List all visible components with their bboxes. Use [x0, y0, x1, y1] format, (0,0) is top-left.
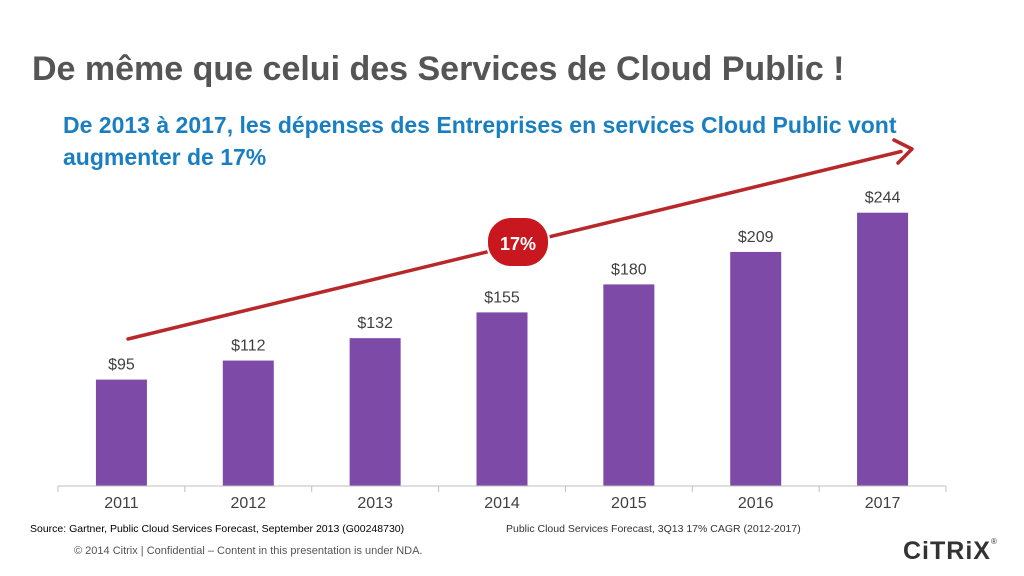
value-label-2012: $112 [231, 338, 266, 355]
registered-mark: ® [990, 537, 998, 546]
tick-label-2016: 2016 [738, 495, 774, 512]
copyright-text: © 2014 Citrix | Confidential – Content i… [74, 545, 423, 557]
growth-badge-label: 17% [500, 234, 536, 254]
slide-subtitle: De 2013 à 2017, les dépenses des Entrepr… [63, 112, 897, 170]
bar-2015 [603, 284, 655, 486]
bar-2014 [476, 312, 528, 486]
tick-label-2012: 2012 [230, 495, 266, 512]
tick-label-2014: 2014 [484, 495, 520, 512]
tick-label-2015: 2015 [611, 495, 647, 512]
tick-label-2011: 2011 [104, 495, 139, 512]
value-label-2016: $209 [738, 229, 774, 246]
bar-2016 [730, 251, 782, 486]
tick-label-2017: 2017 [865, 495, 901, 512]
citrix-logo: CiTRiX® [903, 537, 998, 566]
tick-label-2013: 2013 [357, 495, 393, 512]
bar-2011 [95, 379, 147, 486]
trend-arrow-head [892, 138, 914, 165]
bar-2012 [222, 360, 274, 486]
bar-2017 [857, 212, 909, 486]
value-label-2017: $244 [865, 190, 901, 207]
value-label-2011: $95 [108, 357, 135, 374]
bar-2013 [349, 338, 401, 486]
growth-badge [486, 216, 550, 268]
source-note: Source: Gartner, Public Cloud Services F… [30, 523, 405, 535]
value-label-2013: $132 [357, 315, 393, 332]
slide-title: De même que celui des Services de Cloud … [32, 50, 845, 88]
value-label-2014: $155 [484, 289, 520, 306]
forecast-note: Public Cloud Services Forecast, 3Q13 17%… [506, 523, 801, 535]
logo-text: CiTRiX [903, 537, 991, 565]
value-label-2015: $180 [611, 261, 647, 278]
